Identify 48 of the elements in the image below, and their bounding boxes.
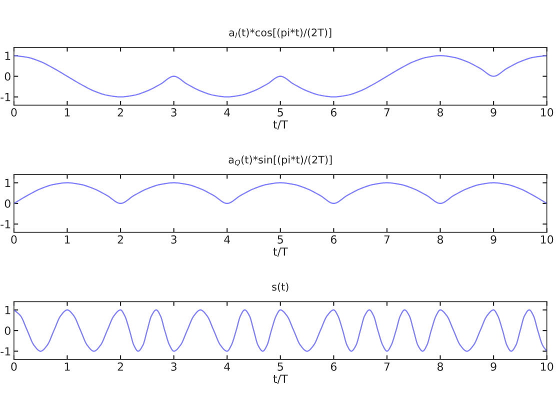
x-tick-label: 5 — [278, 235, 283, 244]
x-tick-label: 5 — [278, 362, 283, 371]
x-axis-title: t/T — [273, 120, 288, 130]
chart-title: a$_{Q}$(t)*sin[(pi*t)/(2T)] — [228, 156, 332, 166]
x-tick-label: 4 — [224, 362, 230, 371]
y-tick-label: -1 — [0, 220, 10, 228]
x-tick-label: 3 — [171, 235, 176, 244]
x-tick-label: 4 — [224, 108, 230, 116]
chart-title: s(t) — [272, 282, 288, 292]
x-tick-label: 1 — [64, 108, 70, 116]
y-tick-label: 0 — [4, 72, 10, 81]
x-tick-label: 8 — [437, 235, 444, 244]
chart-title: a$_{I}$(t)*cos[(pi*t)/(2T)] — [229, 28, 332, 38]
x-axis-title: t/T — [273, 248, 288, 257]
x-tick-label: 0 — [11, 235, 17, 244]
x-tick-label: 9 — [490, 362, 496, 371]
x-tick-label: 3 — [171, 108, 176, 117]
x-tick-label: 6 — [330, 108, 337, 117]
y-tick-label: 0 — [4, 326, 10, 335]
x-tick-label: 9 — [490, 108, 496, 117]
x-tick-label: 2 — [118, 235, 123, 244]
x-tick-label: 2 — [118, 362, 123, 371]
x-tick-label: 10 — [540, 362, 554, 371]
x-tick-label: 6 — [330, 235, 337, 244]
y-tick-label: 1 — [5, 306, 10, 314]
x-tick-label: 1 — [64, 235, 70, 244]
x-tick-label: 9 — [490, 235, 496, 244]
x-tick-label: 8 — [437, 362, 444, 371]
x-tick-label: 0 — [11, 108, 17, 117]
x-tick-label: 8 — [437, 108, 444, 117]
x-tick-label: 6 — [330, 362, 337, 371]
x-tick-label: 7 — [384, 108, 390, 116]
y-tick-label: 0 — [4, 199, 10, 208]
x-tick-label: 5 — [278, 108, 283, 117]
x-tick-label: 3 — [171, 362, 176, 371]
x-tick-label: 10 — [540, 108, 554, 117]
y-tick-label: -1 — [0, 93, 10, 102]
x-tick-label: 7 — [384, 362, 390, 371]
x-tick-label: 2 — [118, 108, 123, 116]
x-tick-label: 10 — [540, 235, 554, 244]
x-tick-label: 4 — [224, 235, 230, 244]
y-tick-label: 1 — [5, 52, 10, 60]
x-axis-title: t/T — [273, 374, 288, 384]
x-tick-label: 7 — [384, 235, 390, 244]
x-tick-label: 0 — [11, 362, 17, 371]
x-tick-label: 1 — [64, 362, 70, 371]
y-tick-label: 1 — [5, 178, 10, 188]
y-tick-label: -1 — [0, 347, 10, 356]
